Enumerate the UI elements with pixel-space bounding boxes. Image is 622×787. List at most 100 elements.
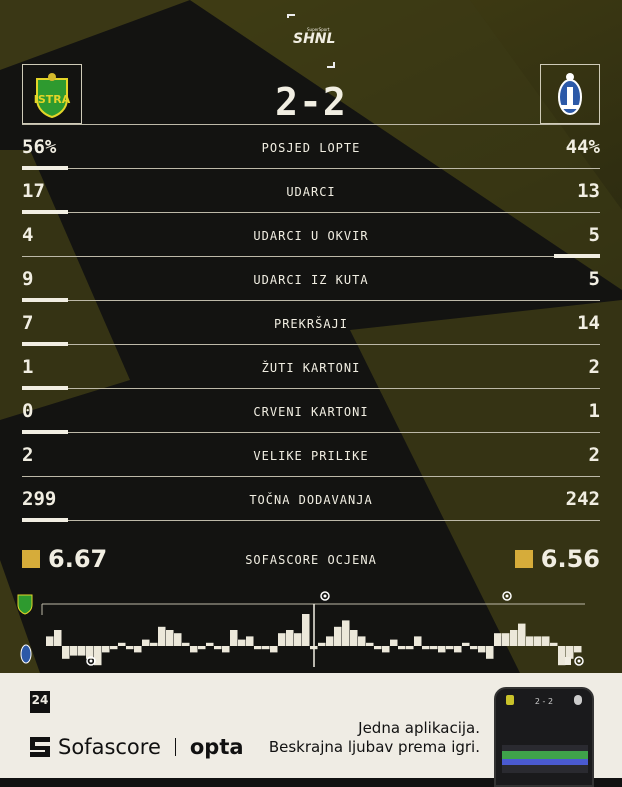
away-rating: 6.56	[514, 545, 600, 573]
away-leader-bar	[554, 254, 600, 258]
momentum-bar	[118, 642, 126, 646]
momentum-bar	[558, 646, 566, 666]
stat-label: POSJED LOPTE	[261, 141, 361, 155]
away-rating-value: 6.56	[540, 545, 600, 573]
momentum-bar	[54, 630, 62, 646]
opta-brand: opta	[189, 735, 244, 759]
svg-text:ISTRA: ISTRA	[34, 93, 71, 106]
momentum-bar	[206, 642, 214, 646]
background	[0, 0, 622, 673]
away-stat-value: 14	[577, 312, 600, 334]
stat-row: 7 PREKRŠAJI 14	[22, 301, 600, 346]
momentum-bar	[430, 646, 438, 650]
stat-divider	[22, 432, 600, 433]
home-leader-bar	[22, 430, 68, 434]
momentum-bar	[574, 646, 582, 653]
stat-divider	[22, 476, 600, 477]
red-card-icon	[565, 657, 571, 665]
momentum-bar	[478, 646, 486, 653]
momentum-bar	[46, 636, 54, 646]
momentum-bar	[334, 626, 342, 646]
momentum-bar	[446, 646, 454, 650]
home-team-logo-box: ISTRA	[22, 64, 82, 124]
momentum-bar	[398, 646, 406, 650]
home-stat-value: 9	[22, 268, 34, 290]
stat-label: UDARCI	[286, 185, 336, 199]
momentum-bar	[454, 646, 462, 653]
momentum-bar	[70, 646, 78, 656]
home-stat-value: 299	[22, 488, 57, 510]
away-stat-value: 2	[588, 356, 600, 378]
goal-icon	[320, 591, 330, 601]
momentum-bar	[462, 642, 470, 646]
momentum-bar	[278, 633, 286, 646]
rating-square-icon	[514, 550, 533, 568]
momentum-bar	[110, 646, 118, 650]
momentum-bar	[414, 636, 422, 646]
stat-divider	[22, 168, 600, 169]
momentum-bar	[86, 646, 94, 659]
momentum-bar	[534, 636, 542, 646]
sofascore-logo-icon	[30, 737, 50, 757]
away-stat-value: 44%	[565, 136, 600, 158]
momentum-bar	[142, 639, 150, 646]
momentum-bar	[374, 646, 382, 650]
stat-row: 2 VELIKE PRILIKE 2	[22, 433, 600, 477]
momentum-bar	[262, 646, 270, 650]
away-stat-value: 2	[588, 444, 600, 466]
momentum-bar	[438, 646, 446, 653]
momentum-bar	[342, 620, 350, 646]
stat-row: 1 ŽUTI KARTONI 2	[22, 345, 600, 390]
home-stat-value: 7	[22, 312, 34, 334]
momentum-bar	[286, 630, 294, 646]
momentum-bar	[182, 642, 190, 646]
lokomotiva-crest-icon	[558, 73, 582, 115]
momentum-bar	[486, 646, 494, 659]
home-leader-bar	[22, 342, 68, 346]
home-leader-bar	[22, 210, 68, 214]
momentum-bar	[270, 646, 278, 653]
momentum-bar	[246, 636, 254, 646]
stat-divider	[22, 300, 600, 301]
league-logo: SHNL SuperSport	[285, 12, 337, 72]
away-team-logo-box	[540, 64, 600, 124]
stat-row: 4 UDARCI U OKVIR 5	[22, 213, 600, 258]
phone-mockup: 2 - 2	[494, 687, 594, 787]
momentum-bar	[510, 630, 518, 646]
momentum-bar	[326, 636, 334, 646]
home-leader-bar	[22, 386, 68, 390]
away-stat-value: 5	[588, 268, 600, 290]
momentum-bar	[150, 642, 158, 646]
momentum-bar	[294, 633, 302, 646]
stat-divider	[22, 344, 600, 345]
stat-row: 0 CRVENI KARTONI 1	[22, 389, 600, 434]
stat-label: UDARCI U OKVIR	[253, 229, 369, 243]
home-stat-value: 4	[22, 224, 34, 246]
footer: 24 Sofascore opta Jedna aplikacija. Besk…	[0, 673, 622, 787]
momentum-bar	[238, 639, 246, 646]
sofascore-brand: Sofascore	[58, 735, 161, 759]
momentum-bar	[366, 642, 374, 646]
momentum-bar	[198, 646, 206, 650]
brand-divider	[174, 738, 176, 756]
home-leader-bar	[22, 298, 68, 302]
momentum-bar	[134, 646, 142, 653]
momentum-bar	[470, 646, 478, 650]
momentum-bar	[94, 646, 102, 666]
stat-label: PREKRŠAJI	[273, 317, 349, 331]
momentum-bar	[518, 623, 526, 646]
goal-icon	[574, 656, 584, 666]
rating-label: SOFASCORE OCJENA	[245, 553, 377, 567]
phone-score: 2 - 2	[534, 697, 554, 706]
momentum-bar	[214, 646, 222, 650]
momentum-bar	[230, 630, 238, 646]
stat-label: UDARCI IZ KUTA	[253, 273, 369, 287]
momentum-bar	[318, 642, 326, 646]
stat-row: 9 UDARCI IZ KUTA 5	[22, 257, 600, 302]
momentum-bar	[222, 646, 230, 653]
home-leader-bar	[22, 166, 68, 170]
stat-row: 17 UDARCI 13	[22, 169, 600, 214]
brand-24-logo: 24	[30, 691, 50, 713]
stat-label: ŽUTI KARTONI	[261, 361, 361, 375]
header-divider	[22, 124, 600, 125]
